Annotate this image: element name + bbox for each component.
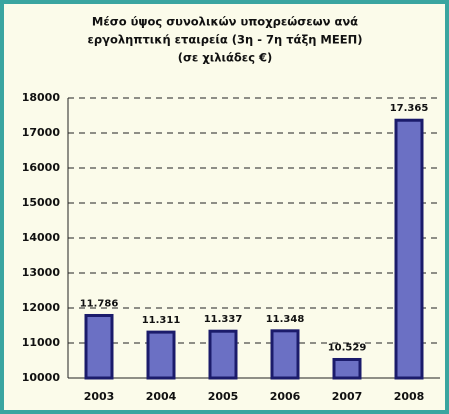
chart-title: Μέσο ύψος συνολικών υποχρεώσεων ανά	[92, 15, 358, 29]
bar	[332, 357, 362, 380]
bar	[146, 330, 176, 380]
x-tick-label: 2004	[146, 390, 177, 403]
x-tick-label: 2008	[394, 390, 425, 403]
y-tick-label: 11000	[22, 336, 61, 349]
bar	[394, 118, 424, 380]
bar	[208, 329, 238, 380]
y-tick-label: 13000	[22, 266, 61, 279]
bar	[84, 313, 114, 380]
x-tick-label: 2005	[208, 390, 239, 403]
y-tick-label: 14000	[22, 231, 61, 244]
chart-title: εργοληπτική εταιρεία (3η - 7η τάξη ΜΕΕΠ)	[88, 33, 363, 47]
chart-title: (σε χιλιάδες €)	[178, 51, 273, 65]
data-label: 11.348	[266, 314, 305, 325]
x-tick-label: 2003	[84, 390, 115, 403]
y-tick-label: 12000	[22, 301, 61, 314]
y-tick-label: 10000	[22, 371, 61, 384]
y-tick-label: 15000	[22, 196, 61, 209]
data-label: 17.365	[390, 103, 429, 114]
data-label: 11.337	[204, 314, 243, 325]
bar	[270, 329, 300, 380]
y-tick-label: 16000	[22, 161, 61, 174]
x-tick-label: 2006	[270, 390, 301, 403]
y-tick-label: 17000	[22, 126, 61, 139]
data-label: 10.529	[328, 342, 367, 353]
data-label: 11.311	[142, 315, 181, 326]
x-tick-label: 2007	[332, 390, 363, 403]
data-label: 11.786	[80, 298, 119, 309]
y-tick-label: 18000	[22, 91, 61, 104]
